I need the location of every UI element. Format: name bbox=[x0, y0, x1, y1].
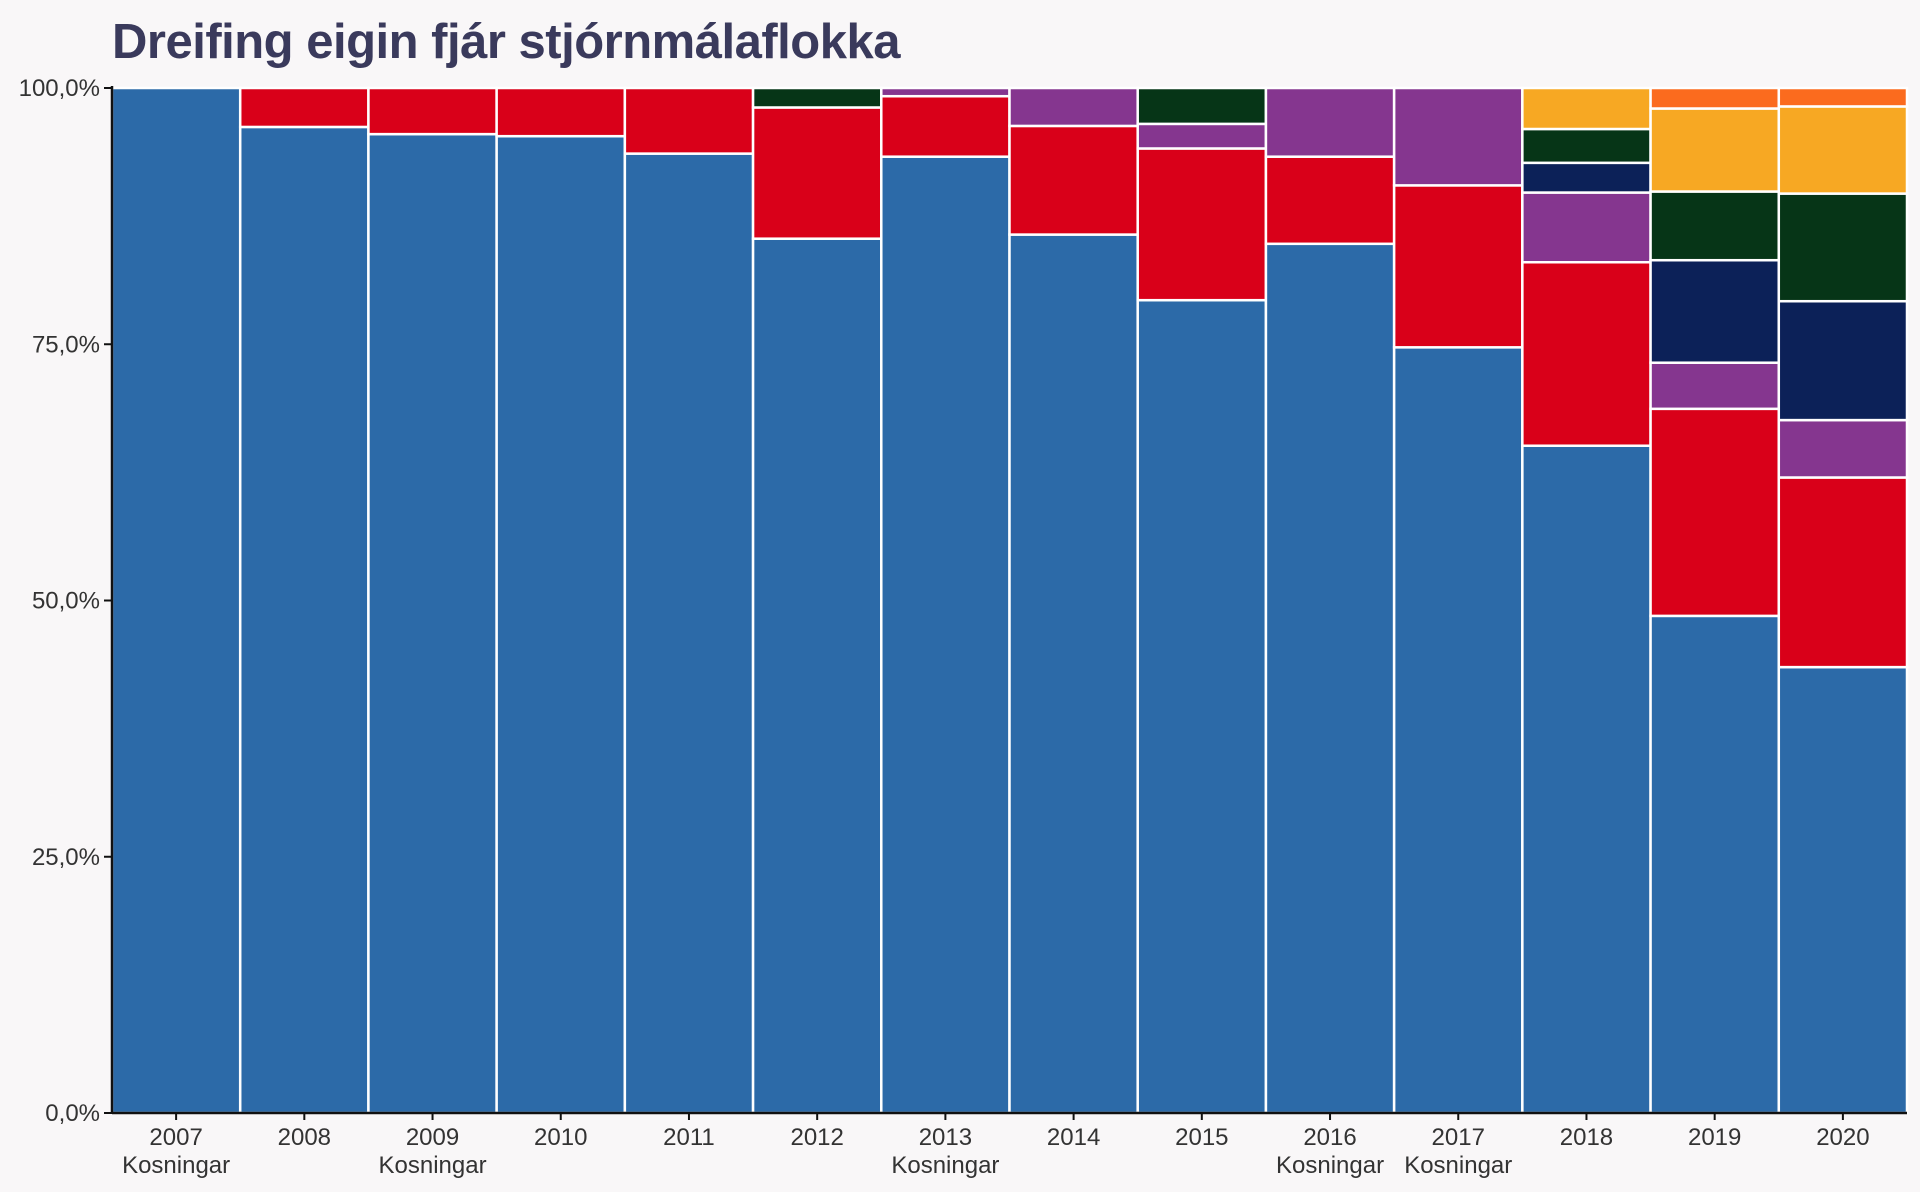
bar-segment-2019-s1 bbox=[1649, 614, 1781, 1115]
bar-segment-2018-s4 bbox=[1521, 161, 1652, 194]
x-tick-label-2020: 2020 bbox=[1816, 1124, 1869, 1151]
x-sublabel-2013: Kosningar bbox=[891, 1152, 999, 1179]
bar-segment-2015-s3 bbox=[1136, 122, 1268, 150]
y-tick-label: 0,0% bbox=[45, 1100, 100, 1127]
bar-segment-2018-s6 bbox=[1521, 86, 1652, 131]
bar-segment-2020-s1 bbox=[1777, 665, 1909, 1115]
bar-segment-2015-s1 bbox=[1136, 298, 1268, 1115]
bar-segment-2015-s5 bbox=[1136, 86, 1268, 126]
bar-segment-2014-s1 bbox=[1008, 233, 1139, 1115]
bar-segment-2013-s1 bbox=[880, 155, 1011, 1115]
bar-segment-2012-s5 bbox=[751, 86, 883, 109]
bar-segment-2014-s3 bbox=[1008, 86, 1139, 128]
bar-segment-2009-s1 bbox=[367, 132, 498, 1115]
bar-segment-2020-s6 bbox=[1777, 105, 1909, 195]
bar-segment-2012-s1 bbox=[751, 237, 883, 1115]
bar-segment-2018-s5 bbox=[1521, 127, 1652, 165]
bar-segment-2016-s1 bbox=[1264, 242, 1396, 1115]
bar-segment-2019-s2 bbox=[1649, 407, 1781, 618]
bar-segment-2020-s4 bbox=[1777, 299, 1909, 422]
bar-segment-2019-s4 bbox=[1649, 258, 1781, 364]
bar-segment-2017-s3 bbox=[1392, 86, 1524, 187]
x-tick-label-2016: 2016 bbox=[1303, 1124, 1356, 1151]
bar-segment-2017-s1 bbox=[1392, 346, 1524, 1115]
x-tick-label-2007: 2007 bbox=[149, 1124, 202, 1151]
bar-segment-2020-s2 bbox=[1777, 476, 1909, 669]
bar-segment-2011-s1 bbox=[623, 152, 755, 1115]
x-tick-label-2013: 2013 bbox=[919, 1124, 972, 1151]
bar-segment-2020-s5 bbox=[1777, 192, 1909, 303]
bar-segment-2019-s7 bbox=[1649, 86, 1781, 110]
bar-segment-2017-s2 bbox=[1392, 184, 1524, 349]
x-tick-label-2014: 2014 bbox=[1047, 1124, 1100, 1151]
bar-segment-2011-s2 bbox=[623, 86, 755, 155]
bar-segment-2008-s1 bbox=[238, 125, 370, 1115]
x-tick-label-2012: 2012 bbox=[790, 1124, 843, 1151]
x-sublabel-2016: Kosningar bbox=[1276, 1152, 1384, 1179]
x-sublabel-2009: Kosningar bbox=[378, 1152, 486, 1179]
bar-segment-2019-s6 bbox=[1649, 107, 1781, 193]
y-tick-label: 75,0% bbox=[32, 331, 100, 358]
bar-segment-2016-s3 bbox=[1264, 86, 1396, 158]
bar-segment-2009-s2 bbox=[367, 86, 498, 136]
x-tick-label-2008: 2008 bbox=[278, 1124, 331, 1151]
bar-segment-2007-s1 bbox=[110, 86, 242, 1115]
bar-segment-2018-s1 bbox=[1521, 444, 1652, 1115]
bar-segment-2019-s3 bbox=[1649, 361, 1781, 411]
bar-segment-2008-s2 bbox=[238, 86, 370, 129]
bar-segment-2014-s2 bbox=[1008, 124, 1139, 236]
x-sublabel-2017: Kosningar bbox=[1404, 1152, 1512, 1179]
bar-segment-2012-s2 bbox=[751, 106, 883, 240]
x-tick-label-2019: 2019 bbox=[1688, 1124, 1741, 1151]
bar-segment-2010-s2 bbox=[495, 86, 627, 138]
x-tick-label-2018: 2018 bbox=[1560, 1124, 1613, 1151]
chart-title: Dreifing eigin fjár stjórnmálaflokka bbox=[112, 15, 900, 69]
bar-segment-2019-s5 bbox=[1649, 190, 1781, 262]
x-tick-label-2010: 2010 bbox=[534, 1124, 587, 1151]
bar-segment-2010-s1 bbox=[495, 134, 627, 1115]
x-tick-label-2015: 2015 bbox=[1175, 1124, 1228, 1151]
y-tick-label: 50,0% bbox=[32, 588, 100, 615]
y-tick-label: 25,0% bbox=[32, 844, 100, 871]
y-tick-label: 100,0% bbox=[19, 75, 100, 102]
bar-segment-2015-s2 bbox=[1136, 147, 1268, 302]
bar-segment-2020-s3 bbox=[1777, 418, 1909, 479]
bar-segment-2018-s2 bbox=[1521, 261, 1652, 447]
x-tick-label-2017: 2017 bbox=[1432, 1124, 1485, 1151]
bar-segment-2020-s7 bbox=[1777, 86, 1909, 108]
x-tick-label-2009: 2009 bbox=[406, 1124, 459, 1151]
bar-segment-2013-s2 bbox=[880, 94, 1011, 158]
bar-segment-2013-s3 bbox=[880, 86, 1011, 98]
x-tick-label-2011: 2011 bbox=[663, 1124, 715, 1151]
bar-segment-2016-s2 bbox=[1264, 155, 1396, 246]
bar-segment-2018-s3 bbox=[1521, 191, 1652, 264]
x-sublabel-2007: Kosningar bbox=[122, 1152, 230, 1179]
